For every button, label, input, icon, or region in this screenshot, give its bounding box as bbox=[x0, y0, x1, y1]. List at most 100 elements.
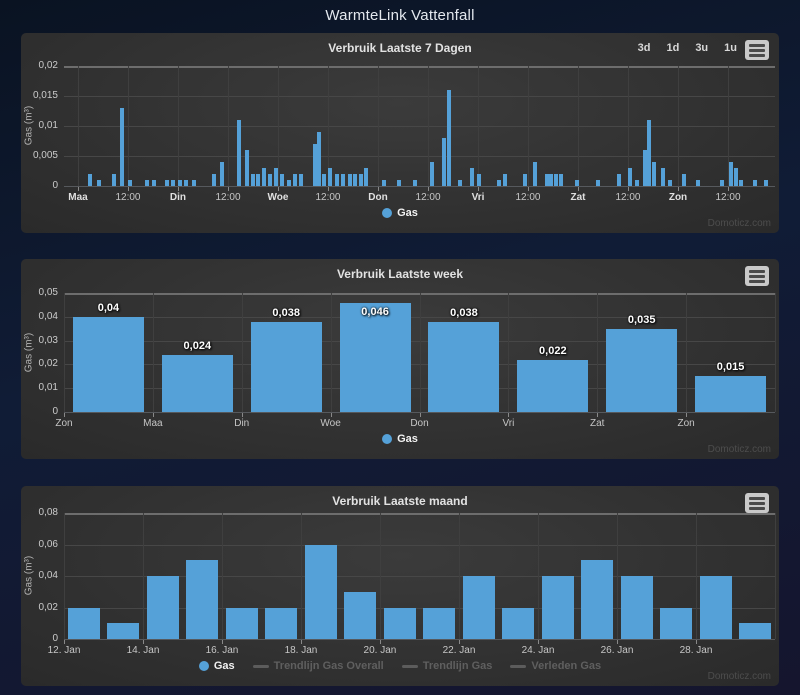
chart-menu-icon[interactable] bbox=[745, 40, 769, 60]
bar[interactable] bbox=[251, 174, 256, 186]
legend-item-verleden-gas[interactable]: Verleden Gas bbox=[510, 660, 601, 672]
bar[interactable] bbox=[549, 174, 554, 186]
bar[interactable] bbox=[335, 174, 340, 186]
bar[interactable] bbox=[298, 174, 303, 186]
bar[interactable] bbox=[497, 180, 502, 186]
bar[interactable] bbox=[595, 180, 600, 186]
chart-menu-icon[interactable] bbox=[745, 493, 769, 513]
bar[interactable] bbox=[502, 607, 535, 639]
bar[interactable] bbox=[458, 180, 463, 186]
bar[interactable] bbox=[170, 180, 175, 186]
bar[interactable] bbox=[364, 168, 369, 186]
bar[interactable] bbox=[352, 174, 357, 186]
bar[interactable] bbox=[111, 174, 116, 186]
bar[interactable] bbox=[430, 162, 435, 186]
bar[interactable] bbox=[383, 607, 416, 639]
bar[interactable] bbox=[256, 174, 261, 186]
bar[interactable] bbox=[186, 560, 219, 639]
bar[interactable] bbox=[627, 168, 632, 186]
bar[interactable] bbox=[347, 174, 352, 186]
bar[interactable] bbox=[581, 560, 614, 639]
bar[interactable] bbox=[477, 174, 482, 186]
bar[interactable] bbox=[728, 162, 733, 186]
bar[interactable] bbox=[327, 168, 332, 186]
bar[interactable] bbox=[413, 180, 418, 186]
range-button-3u[interactable]: 3u bbox=[695, 42, 709, 54]
bar[interactable] bbox=[96, 180, 101, 186]
bar[interactable] bbox=[88, 174, 93, 186]
bar[interactable] bbox=[522, 174, 527, 186]
bar[interactable] bbox=[699, 576, 732, 639]
bar[interactable] bbox=[575, 180, 580, 186]
bar[interactable] bbox=[273, 168, 278, 186]
bar[interactable] bbox=[212, 174, 217, 186]
bar[interactable] bbox=[184, 180, 189, 186]
bar[interactable] bbox=[293, 174, 298, 186]
bar[interactable] bbox=[470, 168, 475, 186]
legend-item-gas[interactable]: Gas bbox=[198, 660, 235, 672]
bar[interactable] bbox=[660, 168, 665, 186]
bar[interactable] bbox=[652, 162, 657, 186]
bar[interactable] bbox=[620, 576, 653, 639]
bar[interactable] bbox=[128, 180, 133, 186]
bar[interactable] bbox=[441, 138, 446, 186]
bar[interactable] bbox=[322, 174, 327, 186]
bar[interactable] bbox=[544, 174, 549, 186]
bar[interactable] bbox=[107, 623, 140, 639]
range-button-1u[interactable]: 1u bbox=[724, 42, 737, 54]
bar[interactable] bbox=[462, 576, 495, 639]
bar[interactable] bbox=[146, 576, 179, 639]
bar[interactable] bbox=[733, 168, 738, 186]
bar[interactable] bbox=[739, 623, 772, 639]
bar[interactable] bbox=[647, 120, 652, 186]
chart-menu-icon[interactable] bbox=[745, 266, 769, 286]
bar[interactable] bbox=[268, 174, 273, 186]
bar[interactable] bbox=[359, 174, 364, 186]
bar[interactable] bbox=[695, 376, 767, 412]
bar[interactable] bbox=[250, 321, 322, 412]
bar[interactable] bbox=[763, 180, 768, 186]
bar[interactable] bbox=[317, 132, 322, 186]
bar[interactable] bbox=[72, 316, 144, 412]
bar[interactable] bbox=[152, 180, 157, 186]
bar[interactable] bbox=[344, 591, 377, 639]
bar[interactable] bbox=[502, 174, 507, 186]
bar[interactable] bbox=[667, 180, 672, 186]
bar[interactable] bbox=[517, 359, 589, 412]
bar[interactable] bbox=[738, 180, 743, 186]
bar[interactable] bbox=[236, 120, 241, 186]
bar[interactable] bbox=[428, 321, 500, 412]
bar[interactable] bbox=[120, 108, 125, 186]
bar[interactable] bbox=[554, 174, 558, 186]
bar[interactable] bbox=[265, 607, 298, 639]
bar[interactable] bbox=[304, 544, 337, 639]
legend-item-trendlijn-gas[interactable]: Trendlijn Gas bbox=[401, 660, 492, 672]
legend-item-trendlijn-gas-overall[interactable]: Trendlijn Gas Overall bbox=[252, 660, 384, 672]
bar[interactable] bbox=[681, 174, 686, 186]
bar[interactable] bbox=[635, 180, 640, 186]
bar[interactable] bbox=[642, 150, 647, 186]
bar[interactable] bbox=[225, 607, 258, 639]
bar[interactable] bbox=[446, 90, 451, 186]
bar[interactable] bbox=[719, 180, 724, 186]
range-button-3d[interactable]: 3d bbox=[637, 42, 651, 54]
bar[interactable] bbox=[696, 180, 701, 186]
bar[interactable] bbox=[244, 150, 249, 186]
bar[interactable] bbox=[558, 174, 563, 186]
bar[interactable] bbox=[532, 162, 537, 186]
bar[interactable] bbox=[165, 180, 170, 186]
bar[interactable] bbox=[606, 328, 678, 412]
bar[interactable] bbox=[219, 162, 224, 186]
bar[interactable] bbox=[753, 180, 758, 186]
bar[interactable] bbox=[177, 180, 182, 186]
bar[interactable] bbox=[261, 168, 266, 186]
bar[interactable] bbox=[192, 180, 197, 186]
bar[interactable] bbox=[617, 174, 622, 186]
bar[interactable] bbox=[423, 607, 456, 639]
bar[interactable] bbox=[381, 180, 386, 186]
bar[interactable] bbox=[161, 354, 233, 412]
bar[interactable] bbox=[660, 607, 693, 639]
bar[interactable] bbox=[280, 174, 285, 186]
bar[interactable] bbox=[339, 302, 411, 412]
range-button-1d[interactable]: 1d bbox=[666, 42, 680, 54]
